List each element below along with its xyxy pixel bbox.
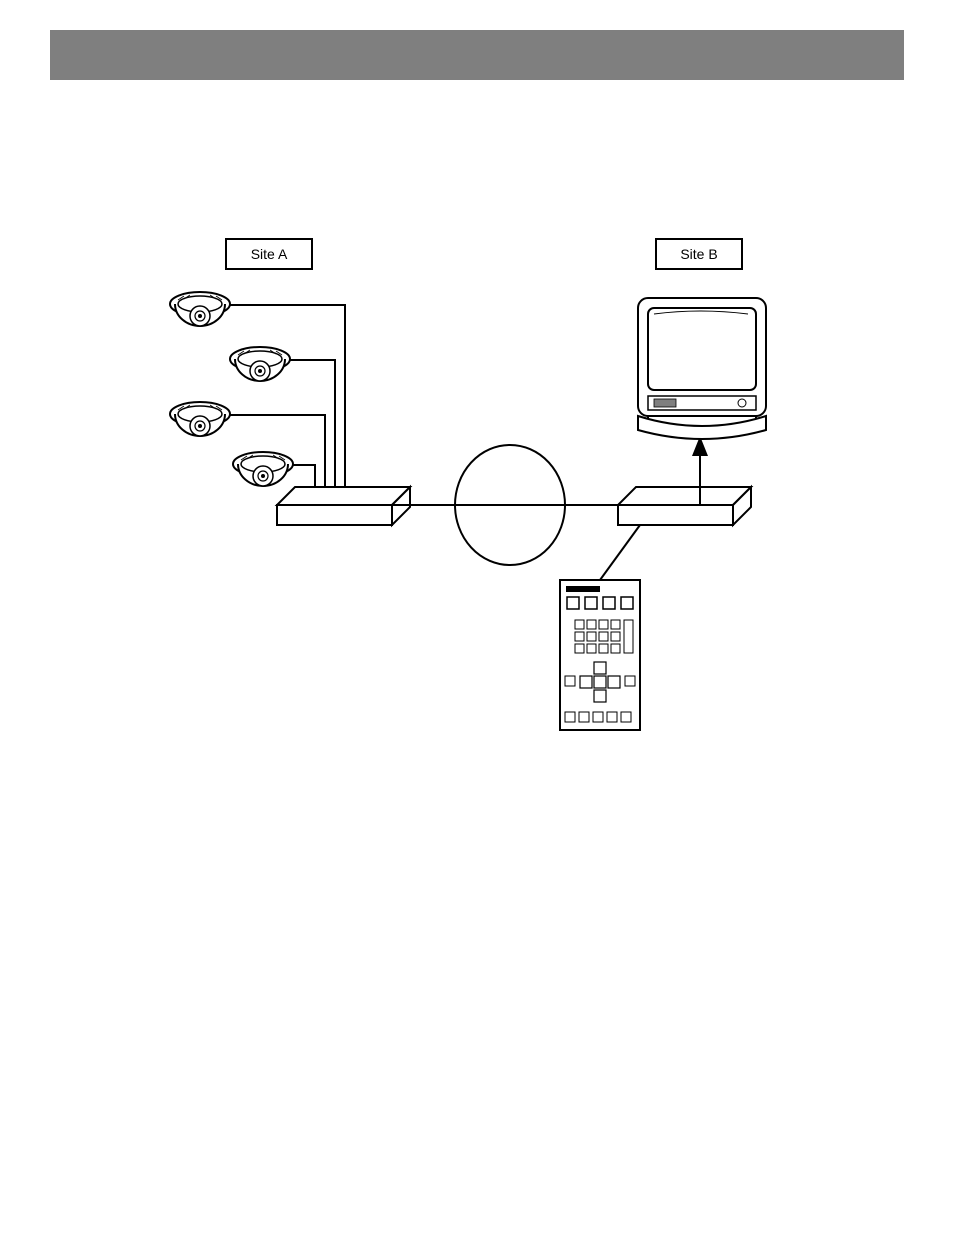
page: Site A Site B bbox=[0, 0, 954, 1237]
device-box-b bbox=[618, 487, 751, 525]
camera-icon bbox=[170, 402, 230, 436]
monitor-icon bbox=[638, 298, 766, 439]
camera-icon bbox=[230, 347, 290, 381]
camera-icon bbox=[170, 292, 230, 326]
camera-icon bbox=[233, 452, 293, 486]
diagram-svg bbox=[0, 0, 954, 1237]
controller-link bbox=[600, 525, 640, 580]
controller-icon bbox=[560, 580, 640, 730]
device-box-a bbox=[277, 487, 410, 525]
